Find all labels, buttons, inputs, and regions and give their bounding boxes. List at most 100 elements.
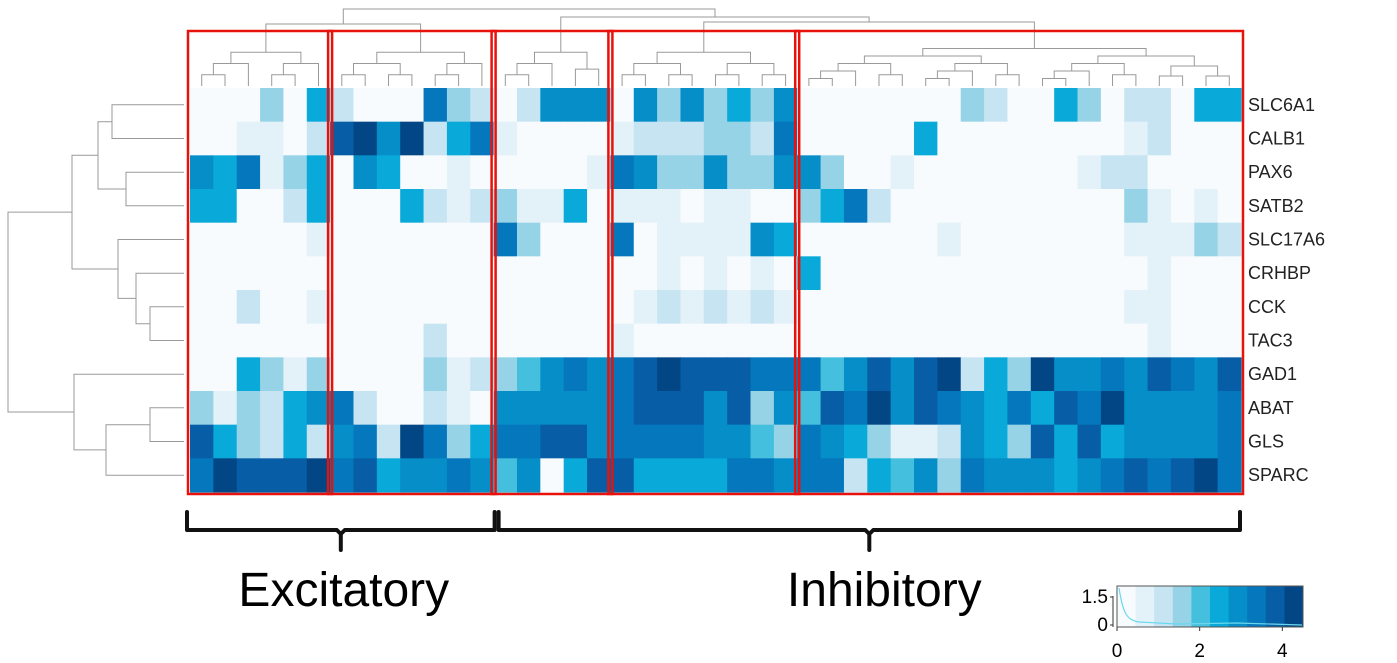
heatmap-cell (960, 391, 985, 426)
dendrogram-link (808, 78, 833, 86)
heatmap-cell (1194, 458, 1219, 493)
heatmap-cell (190, 121, 214, 156)
row-label: SPARC (1248, 465, 1309, 485)
heatmap-cell (260, 88, 285, 123)
heatmap-cell (283, 424, 308, 459)
heatmap-cell (610, 155, 635, 190)
heatmap-cell (470, 256, 495, 291)
heatmap-cell (283, 357, 308, 392)
heatmap-cell (190, 290, 214, 325)
heatmap-cell (727, 290, 752, 325)
heatmap-cell (1100, 88, 1125, 123)
heatmap-cell (353, 323, 378, 358)
dendrogram-link (149, 306, 184, 341)
heatmap-cell (890, 256, 915, 291)
heatmap-cell (750, 155, 775, 190)
heatmap-cell (680, 424, 705, 459)
heatmap-cell (400, 323, 425, 358)
heatmap-cell (446, 424, 471, 459)
heatmap-cell (1170, 222, 1195, 257)
heatmap-cell (446, 88, 471, 123)
heatmap-cell (516, 88, 541, 123)
heatmap-cell (283, 290, 308, 325)
heatmap-cell (1077, 357, 1102, 392)
heatmap-cell (423, 424, 448, 459)
heatmap-cell (1077, 189, 1102, 224)
heatmap-cell (1194, 189, 1219, 224)
heatmap-cell (1170, 189, 1195, 224)
heatmap-cell (960, 290, 985, 325)
heatmap-cell (1124, 155, 1149, 190)
heatmap-cell (376, 357, 401, 392)
heatmap-cell (680, 458, 705, 493)
heatmap-cell (1054, 222, 1079, 257)
heatmap-cell (190, 424, 214, 459)
heatmap-cell (236, 88, 261, 123)
heatmap-cell (423, 222, 448, 257)
row-label: SATB2 (1248, 196, 1304, 216)
heatmap-cell (914, 256, 938, 291)
heatmap-cell (493, 88, 518, 123)
heatmap-cell (937, 88, 962, 123)
heatmap-cell (1007, 391, 1032, 426)
heatmap-cell (1100, 290, 1125, 325)
heatmap-cell (353, 424, 378, 459)
dendrogram-link (111, 104, 184, 139)
heatmap-cell (703, 256, 728, 291)
heatmap-cell (1100, 189, 1125, 224)
heatmap-cell (984, 357, 1009, 392)
heatmap-cell (960, 458, 985, 493)
heatmap-cell (260, 458, 285, 493)
heatmap-cell (376, 155, 401, 190)
heatmap-cell (984, 424, 1009, 459)
heatmap-cell (1217, 155, 1242, 190)
heatmap-cell (1147, 189, 1172, 224)
heatmap-cell (867, 222, 892, 257)
cluster-box (326, 29, 497, 496)
heatmap-cell (1007, 189, 1032, 224)
heatmap-cell (750, 458, 775, 493)
group-braces (185, 510, 1242, 552)
heatmap-cell (843, 121, 868, 156)
heatmap-cell (703, 391, 728, 426)
heatmap-cell (843, 222, 868, 257)
heatmap-cell (610, 189, 635, 224)
heatmap-cell (1194, 424, 1219, 459)
heatmap-cell (470, 155, 495, 190)
heatmap-cell (516, 189, 541, 224)
heatmap-cell (540, 391, 565, 426)
heatmap-cell (1054, 189, 1079, 224)
heatmap-cell (1007, 357, 1032, 392)
heatmap-cell (190, 155, 214, 190)
heatmap-cell (540, 357, 565, 392)
dendrogram-link (376, 51, 465, 64)
heatmap-cell (1170, 290, 1195, 325)
heatmap-cell (1194, 357, 1219, 392)
dendrogram-link (1170, 65, 1219, 76)
heatmap-cell (890, 155, 915, 190)
heatmap-cell (610, 88, 635, 123)
heatmap-cell (1007, 88, 1032, 123)
heatmap-cell (937, 222, 962, 257)
heatmap-cell (540, 88, 565, 123)
heatmap-cell (493, 256, 518, 291)
heatmap-cell (493, 391, 518, 426)
heatmap-cell (773, 88, 798, 123)
heatmap-cell (446, 121, 471, 156)
heatmap-cell (1170, 391, 1195, 426)
heatmap-cell (1147, 121, 1172, 156)
heatmap-cell (984, 458, 1009, 493)
heatmap-cell (260, 290, 285, 325)
dendrogram-link (668, 74, 693, 86)
heatmap-cell (236, 424, 261, 459)
heatmap-cell (890, 222, 915, 257)
heatmap-cell (890, 290, 915, 325)
heatmap-cell (1124, 357, 1149, 392)
heatmap-cell (493, 290, 518, 325)
dendrogram-link (341, 74, 366, 86)
dendrogram-link (1071, 63, 1125, 75)
heatmap-cell (236, 323, 261, 358)
heatmap-cell (1007, 424, 1032, 459)
heatmap-cell (633, 88, 658, 123)
cluster-box (793, 29, 1245, 496)
